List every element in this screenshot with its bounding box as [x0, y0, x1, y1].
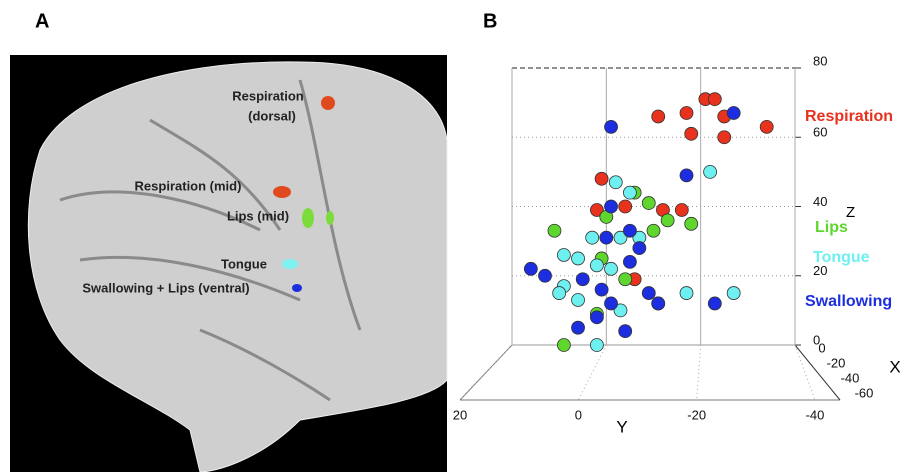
data-point [547, 223, 562, 238]
data-point [604, 296, 618, 311]
data-point [523, 261, 538, 276]
data-point [679, 106, 694, 120]
x-tick-label: -40 [806, 407, 825, 422]
annotation: Swallowing + Lips (ventral) [82, 280, 249, 295]
data-point [608, 175, 623, 190]
legend-label: Respiration [805, 108, 893, 125]
data-point [604, 199, 618, 214]
data-point [552, 286, 567, 300]
data-point [759, 119, 774, 134]
depth-tick-label: -40 [841, 370, 860, 385]
data-point [623, 185, 637, 200]
data-point [651, 296, 666, 311]
grid-line [577, 344, 607, 401]
data-point [571, 293, 585, 307]
data-point [651, 109, 666, 124]
legend-label: Tongue [813, 249, 870, 266]
data-point [585, 230, 600, 245]
annotation: Respiration [232, 88, 304, 103]
data-point [618, 199, 633, 214]
data-point [575, 272, 590, 287]
data-point [571, 320, 585, 335]
data-point [641, 196, 656, 210]
data-point [604, 119, 618, 134]
data-point [556, 248, 571, 262]
region-blob [273, 186, 291, 198]
data-point [613, 303, 628, 318]
depth-tick-label: -20 [827, 355, 846, 370]
region-blob [326, 211, 334, 225]
data-point [594, 171, 609, 186]
panel-label: B [483, 10, 497, 32]
legend-label: Swallowing [805, 293, 892, 310]
data-point [623, 254, 637, 269]
x-axis-title: Y [616, 417, 627, 436]
brain-surface [27, 61, 448, 472]
x-tick-label: 20 [453, 407, 467, 422]
y-tick-label: 40 [813, 194, 827, 209]
data-point [590, 258, 604, 273]
y-axis-title: Z [846, 204, 855, 221]
data-point [590, 338, 604, 352]
data-point [684, 216, 699, 231]
brain-sulci [59, 79, 362, 402]
data-point [707, 296, 722, 311]
y-tick-label: 0 [813, 332, 820, 347]
data-point [604, 261, 618, 276]
data-point [726, 106, 741, 120]
grid-line [459, 344, 513, 401]
data-point [590, 310, 604, 325]
data-point [674, 203, 689, 217]
data-point [660, 213, 675, 228]
panel-label: A [35, 10, 49, 32]
data-point [726, 286, 741, 300]
data-point [623, 223, 637, 238]
depth-tick-label: -60 [855, 385, 874, 400]
data-point [538, 268, 552, 283]
data-point [599, 230, 614, 245]
y-tick-label: 60 [813, 125, 827, 140]
depth-axis-title: X [889, 357, 900, 376]
floor-edge [794, 344, 841, 401]
annotation: Lips (mid) [227, 208, 289, 223]
data-point [571, 251, 585, 266]
y-tick-label: 20 [813, 263, 827, 278]
grid-line [794, 344, 816, 401]
region-blob [321, 96, 335, 110]
data-point [641, 286, 656, 300]
x-tick-label: 0 [575, 407, 582, 422]
data-point [594, 282, 609, 297]
annotation: Tongue [221, 256, 267, 271]
data-point [684, 126, 699, 141]
data-point [707, 92, 722, 107]
region-blob [302, 208, 314, 228]
data-point [632, 241, 647, 255]
data-point [556, 338, 571, 352]
region-blob [282, 259, 298, 269]
grid-line [696, 344, 702, 401]
data-point [717, 130, 732, 145]
data-point [703, 164, 717, 179]
depth-tick-label: 0 [818, 340, 825, 355]
y-tick-label: 80 [813, 53, 827, 68]
annotation: (dorsal) [248, 108, 296, 123]
data-point [590, 203, 604, 217]
region-blob [292, 284, 302, 292]
x-tick-label: -20 [687, 407, 706, 422]
data-point [613, 230, 628, 245]
data-point [618, 324, 633, 339]
data-point [618, 272, 633, 287]
data-point [646, 223, 661, 238]
annotation: Respiration (mid) [135, 178, 242, 193]
legend-label: Lips [815, 219, 848, 236]
data-point [679, 286, 694, 300]
data-point [679, 168, 694, 183]
